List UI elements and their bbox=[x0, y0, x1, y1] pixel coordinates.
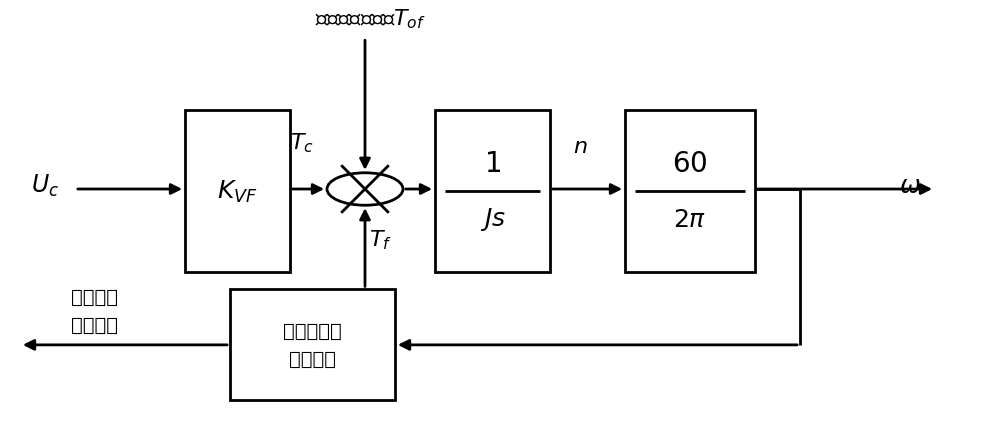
Bar bbox=[185, 111, 290, 273]
Text: $1$: $1$ bbox=[484, 150, 501, 178]
Text: 摩擦力矩
配置指令: 摩擦力矩 配置指令 bbox=[72, 288, 119, 334]
Text: $U_c$: $U_c$ bbox=[31, 172, 59, 199]
Bar bbox=[435, 111, 550, 273]
Text: $\omega$: $\omega$ bbox=[899, 173, 921, 197]
Text: $T_c$: $T_c$ bbox=[290, 131, 314, 155]
Text: 自适应摩擦
力矩模型: 自适应摩擦 力矩模型 bbox=[283, 322, 342, 368]
Text: $K_{VF}$: $K_{VF}$ bbox=[217, 178, 258, 205]
Text: $2\pi$: $2\pi$ bbox=[673, 207, 707, 231]
Text: 摩擦力矩修正值$T_{of}$: 摩擦力矩修正值$T_{of}$ bbox=[315, 7, 425, 31]
Text: $60$: $60$ bbox=[672, 150, 708, 178]
Circle shape bbox=[327, 173, 403, 206]
Text: $n$: $n$ bbox=[573, 137, 587, 157]
Bar bbox=[230, 290, 395, 400]
Text: $Js$: $Js$ bbox=[480, 206, 505, 233]
Bar bbox=[625, 111, 755, 273]
Text: $T_f$: $T_f$ bbox=[369, 228, 391, 252]
